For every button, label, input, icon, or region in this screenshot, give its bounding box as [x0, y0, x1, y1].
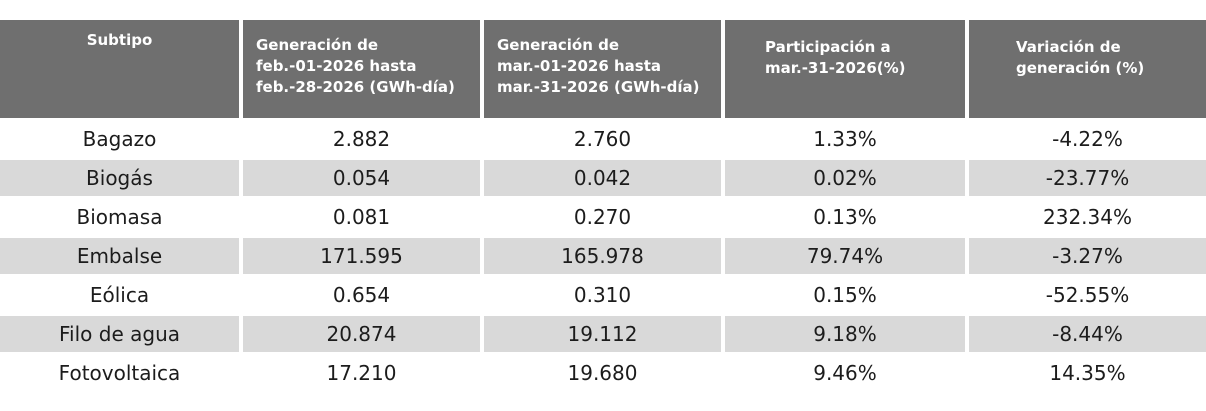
table-row-bagazo: Bagazo 2.882 2.760 1.33% -4.22%: [0, 121, 1206, 157]
header-cell-subtipo: Subtipo: [0, 20, 239, 118]
table-row-biogas: Biogás 0.054 0.042 0.02% -23.77%: [0, 160, 1206, 196]
cell-participacion: 0.02%: [725, 160, 965, 196]
cell-subtipo: Embalse: [0, 238, 239, 274]
cell-generacion-mar: 0.270: [484, 199, 721, 235]
header-cell-generacion-feb: Generación de feb.-01-2026 hasta feb.-28…: [243, 20, 480, 118]
cell-generacion-feb: 0.054: [243, 160, 480, 196]
header-cell-participacion: Participación a mar.-31-2026(%): [725, 20, 965, 118]
cell-generacion-feb: 0.081: [243, 199, 480, 235]
cell-participacion: 9.46%: [725, 355, 965, 391]
table-row-biomasa: Biomasa 0.081 0.270 0.13% 232.34%: [0, 199, 1206, 235]
cell-participacion: 0.15%: [725, 277, 965, 313]
header-cell-generacion-mar: Generación de mar.-01-2026 hasta mar.-31…: [484, 20, 721, 118]
cell-generacion-feb: 17.210: [243, 355, 480, 391]
cell-subtipo: Bagazo: [0, 121, 239, 157]
cell-subtipo: Filo de agua: [0, 316, 239, 352]
cell-variacion: -3.27%: [969, 238, 1206, 274]
cell-subtipo: Eólica: [0, 277, 239, 313]
cell-generacion-mar: 165.978: [484, 238, 721, 274]
table-row-fotovoltaica: Fotovoltaica 17.210 19.680 9.46% 14.35%: [0, 355, 1206, 391]
table-row-eolica: Eólica 0.654 0.310 0.15% -52.55%: [0, 277, 1206, 313]
cell-generacion-mar: 19.112: [484, 316, 721, 352]
table-row-filo-de-agua: Filo de agua 20.874 19.112 9.18% -8.44%: [0, 316, 1206, 352]
cell-generacion-mar: 2.760: [484, 121, 721, 157]
generation-by-subtype-table: Subtipo Generación de feb.-01-2026 hasta…: [0, 17, 1206, 394]
header-cell-variacion: Variación de generación (%): [969, 20, 1206, 118]
cell-generacion-mar: 0.042: [484, 160, 721, 196]
cell-generacion-feb: 0.654: [243, 277, 480, 313]
cell-variacion: -52.55%: [969, 277, 1206, 313]
cell-subtipo: Biomasa: [0, 199, 239, 235]
cell-variacion: 232.34%: [969, 199, 1206, 235]
cell-subtipo: Biogás: [0, 160, 239, 196]
cell-generacion-feb: 20.874: [243, 316, 480, 352]
table-row-embalse: Embalse 171.595 165.978 79.74% -3.27%: [0, 238, 1206, 274]
cell-participacion: 9.18%: [725, 316, 965, 352]
cell-variacion: -8.44%: [969, 316, 1206, 352]
cell-participacion: 1.33%: [725, 121, 965, 157]
cell-generacion-feb: 2.882: [243, 121, 480, 157]
cell-variacion: -23.77%: [969, 160, 1206, 196]
cell-generacion-mar: 19.680: [484, 355, 721, 391]
cell-generacion-mar: 0.310: [484, 277, 721, 313]
header-row: Subtipo Generación de feb.-01-2026 hasta…: [0, 20, 1206, 118]
cell-variacion: 14.35%: [969, 355, 1206, 391]
cell-subtipo: Fotovoltaica: [0, 355, 239, 391]
cell-generacion-feb: 171.595: [243, 238, 480, 274]
cell-participacion: 79.74%: [725, 238, 965, 274]
cell-participacion: 0.13%: [725, 199, 965, 235]
cell-variacion: -4.22%: [969, 121, 1206, 157]
